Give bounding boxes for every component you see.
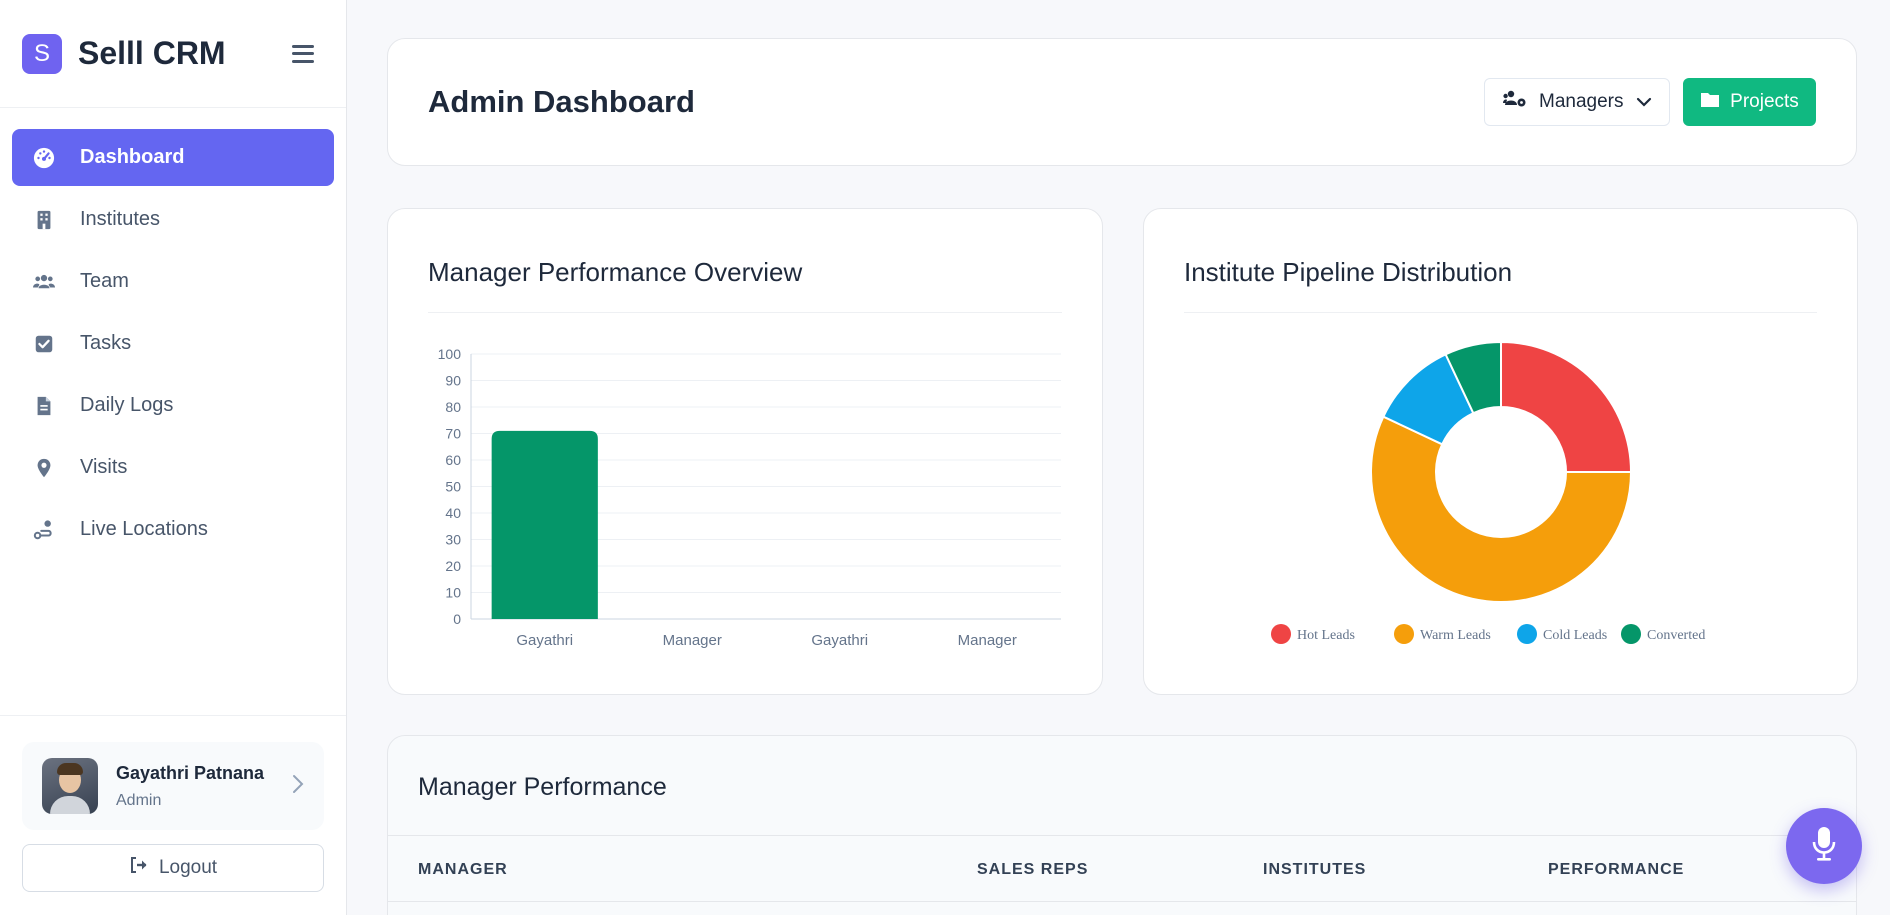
sidebar-item-label: Visits <box>80 456 128 478</box>
sidebar-item-label: Live Locations <box>80 518 208 540</box>
legend-swatch <box>1271 624 1291 644</box>
sidebar-item-daily-logs[interactable]: Daily Logs <box>12 377 334 434</box>
bar <box>491 430 598 619</box>
brand-logo: S <box>22 33 62 74</box>
sidebar-nav: Dashboard Institutes Team Tasks Daily Lo… <box>0 108 346 558</box>
y-tick-label: 70 <box>445 426 461 442</box>
folder-icon <box>1700 91 1730 114</box>
manager-performance-table: Manager Performance MANAGER SALES REPS I… <box>387 735 1857 915</box>
projects-button[interactable]: Projects <box>1683 78 1816 126</box>
x-tick-label: Gayathri <box>516 632 573 649</box>
sidebar-item-label: Institutes <box>80 208 161 230</box>
brand: S Selll CRM <box>0 0 346 108</box>
sidebar-footer: Gayathri Patnana Admin Logout <box>0 715 346 915</box>
voice-assistant-button[interactable] <box>1786 808 1862 884</box>
sidebar-item-team[interactable]: Team <box>12 253 334 310</box>
y-tick-label: 20 <box>445 558 461 574</box>
manager-performance-overview-card: Manager Performance Overview 0 10 20 30 40 50… <box>387 208 1103 695</box>
legend-label: Warm Leads <box>1420 628 1491 643</box>
sidebar-item-label: Daily Logs <box>80 394 174 416</box>
y-tick-label: 100 <box>438 346 462 362</box>
y-tick-label: 80 <box>445 399 461 415</box>
y-tick-label: 40 <box>445 505 461 521</box>
y-tick-label: 60 <box>445 452 461 468</box>
brand-name: Selll CRM <box>78 35 226 71</box>
managers-dropdown[interactable]: Managers <box>1484 78 1670 126</box>
column-header-performance[interactable]: PERFORMANCE <box>1548 861 1685 878</box>
legend-swatch <box>1517 624 1537 644</box>
y-tick-label: 0 <box>453 611 461 627</box>
user-role: Admin <box>116 791 162 809</box>
managers-label: Managers <box>1539 91 1624 112</box>
donut-slice <box>1500 340 1633 473</box>
users-cog-icon <box>1503 90 1527 114</box>
avatar <box>42 758 98 814</box>
route-icon <box>32 518 56 542</box>
sidebar-item-visits[interactable]: Visits <box>12 439 334 496</box>
x-tick-label: Manager <box>958 632 1017 649</box>
legend-swatch <box>1621 624 1641 644</box>
card-title: Institute Pipeline Distribution <box>1184 257 1513 287</box>
projects-label: Projects <box>1730 91 1799 112</box>
logout-label: Logout <box>158 857 218 878</box>
institute-pipeline-distribution-card: Institute Pipeline Distribution Hot Lead… <box>1143 208 1858 695</box>
microphone-icon <box>1811 826 1837 867</box>
building-icon <box>32 208 56 232</box>
bar-chart: 0 10 20 30 40 50 60 70 80 90 100 Gayathri Manager Gay… <box>438 346 1061 649</box>
document-icon <box>32 394 56 418</box>
table-title: Manager Performance <box>418 773 667 801</box>
legend-swatch <box>1394 624 1414 644</box>
chevron-down-icon <box>1636 91 1652 113</box>
sidebar-item-tasks[interactable]: Tasks <box>12 315 334 372</box>
y-tick-label: 90 <box>445 373 461 389</box>
users-icon <box>32 270 56 294</box>
column-header-institutes[interactable]: INSTITUTES <box>1263 861 1367 878</box>
logout-button[interactable]: Logout <box>22 844 324 892</box>
hamburger-menu-icon[interactable] <box>292 44 314 63</box>
y-tick-label: 50 <box>445 479 461 495</box>
sidebar: S Selll CRM Dashboard Institutes Team <box>0 0 347 915</box>
sidebar-item-label: Dashboard <box>80 146 185 168</box>
sidebar-item-dashboard[interactable]: Dashboard <box>12 129 334 186</box>
column-header-manager[interactable]: MANAGER <box>418 861 508 878</box>
y-tick-label: 30 <box>445 532 461 548</box>
gauge-icon <box>32 146 56 170</box>
column-header-sales-reps[interactable]: SALES REPS <box>977 861 1089 878</box>
sidebar-item-label: Team <box>80 270 129 292</box>
donut-slice <box>1370 415 1633 603</box>
map-pin-icon <box>32 456 56 480</box>
legend-label: Hot Leads <box>1297 628 1355 643</box>
card-title: Manager Performance Overview <box>428 257 803 287</box>
legend-label: Converted <box>1647 628 1705 643</box>
y-tick-label: 10 <box>445 585 461 601</box>
sidebar-item-label: Tasks <box>80 332 132 354</box>
checkbox-icon <box>32 332 56 356</box>
user-profile-card[interactable]: Gayathri Patnana Admin <box>22 742 324 830</box>
sidebar-item-live-locations[interactable]: Live Locations <box>12 501 334 558</box>
user-name: Gayathri Patnana <box>116 762 265 783</box>
logout-icon <box>129 856 159 880</box>
page-title: Admin Dashboard <box>428 84 695 119</box>
sidebar-item-institutes[interactable]: Institutes <box>12 191 334 248</box>
table-header-row: MANAGER SALES REPS INSTITUTES PERFORMANC… <box>388 835 1856 902</box>
legend-label: Cold Leads <box>1543 628 1607 643</box>
donut-slice <box>1444 340 1502 415</box>
chevron-right-icon <box>292 774 304 799</box>
page-header: Admin Dashboard Managers Projects <box>387 38 1857 166</box>
donut-chart: Hot Leads Warm Leads Cold Leads Converted <box>1271 340 1705 644</box>
x-tick-label: Gayathri <box>811 632 868 649</box>
x-tick-label: Manager <box>663 632 722 649</box>
